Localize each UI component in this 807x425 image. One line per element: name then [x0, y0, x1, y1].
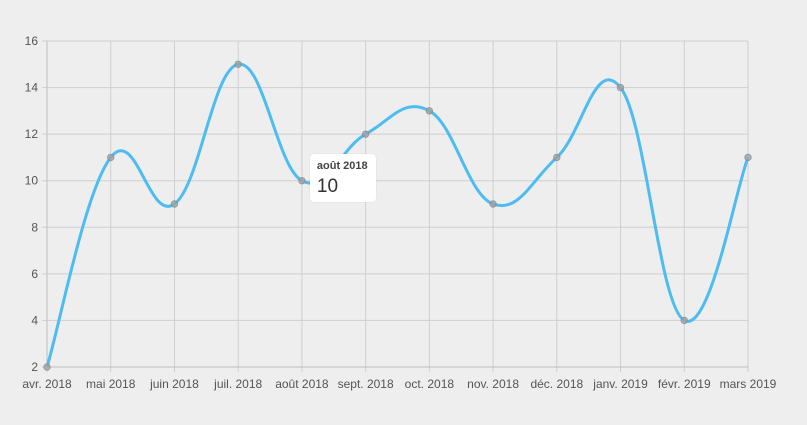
- series-line: [45, 62, 750, 368]
- data-point[interactable]: [43, 363, 51, 371]
- grid: [42, 40, 749, 372]
- tooltip: août 2018 10: [309, 153, 376, 202]
- tooltip-value: 10: [316, 175, 339, 197]
- x-tick-label: mars 2019: [720, 377, 777, 391]
- x-tick-label: oct. 2018: [405, 377, 455, 391]
- data-point[interactable]: [361, 130, 370, 138]
- data-point[interactable]: [553, 153, 561, 162]
- data-point[interactable]: [616, 83, 625, 92]
- x-tick-label: sept. 2018: [338, 377, 394, 391]
- y-tick-label: 14: [25, 81, 39, 95]
- data-point[interactable]: [744, 153, 752, 162]
- x-tick-label: janv. 2019: [592, 377, 648, 391]
- data-point[interactable]: [234, 60, 242, 68]
- x-axis: avr. 2018 mai 2018 juin 2018 juil. 2018 août…: [22, 377, 776, 391]
- y-axis: 2 4 6 8 10 12 14 16: [25, 34, 39, 374]
- x-tick-label: mai 2018: [86, 377, 136, 391]
- data-point[interactable]: [680, 316, 688, 325]
- x-tick-label: févr. 2019: [658, 377, 711, 391]
- x-tick-label: déc. 2018: [530, 377, 583, 391]
- tooltip-title: août 2018: [316, 159, 368, 172]
- x-tick-label: août 2018: [275, 377, 329, 391]
- y-tick-label: 10: [25, 174, 39, 188]
- y-tick-label: 16: [25, 34, 39, 48]
- y-tick-label: 12: [25, 127, 39, 141]
- data-point[interactable]: [170, 200, 179, 208]
- data-point[interactable]: [489, 200, 497, 208]
- data-point[interactable]: [425, 107, 434, 115]
- x-tick-label: nov. 2018: [467, 377, 519, 391]
- y-tick-label: 6: [31, 267, 38, 281]
- y-tick-label: 2: [31, 360, 38, 374]
- data-point[interactable]: [107, 153, 115, 162]
- x-tick-label: juil. 2018: [213, 377, 262, 391]
- y-tick-label: 8: [31, 220, 38, 234]
- x-tick-label: juin 2018: [149, 377, 199, 391]
- y-tick-label: 4: [31, 313, 38, 327]
- x-tick-label: avr. 2018: [22, 377, 72, 391]
- data-points: [43, 60, 752, 371]
- data-point[interactable]: [298, 177, 306, 185]
